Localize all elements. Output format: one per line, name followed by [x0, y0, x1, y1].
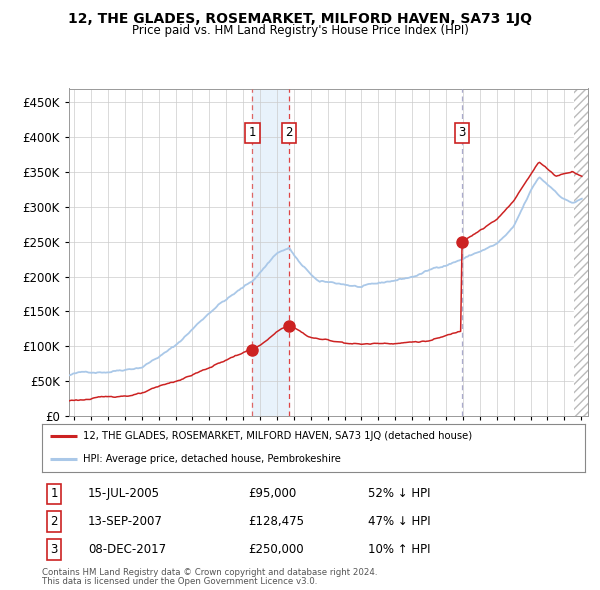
Text: 15-JUL-2005: 15-JUL-2005: [88, 487, 160, 500]
Text: This data is licensed under the Open Government Licence v3.0.: This data is licensed under the Open Gov…: [42, 577, 317, 586]
Text: 1: 1: [248, 126, 256, 139]
Text: 3: 3: [50, 543, 58, 556]
Text: 3: 3: [458, 126, 466, 139]
Bar: [252, 88, 289, 416]
Bar: [574, 88, 588, 416]
Text: 13-SEP-2007: 13-SEP-2007: [88, 515, 163, 528]
Text: 12, THE GLADES, ROSEMARKET, MILFORD HAVEN, SA73 1JQ (detached house): 12, THE GLADES, ROSEMARKET, MILFORD HAVE…: [83, 431, 472, 441]
Text: 2: 2: [50, 515, 58, 528]
Text: 10% ↑ HPI: 10% ↑ HPI: [368, 543, 430, 556]
Text: 08-DEC-2017: 08-DEC-2017: [88, 543, 166, 556]
Text: £128,475: £128,475: [248, 515, 304, 528]
Bar: [574, 88, 588, 416]
Text: 52% ↓ HPI: 52% ↓ HPI: [368, 487, 430, 500]
Text: Price paid vs. HM Land Registry's House Price Index (HPI): Price paid vs. HM Land Registry's House …: [131, 24, 469, 37]
Text: £95,000: £95,000: [248, 487, 296, 500]
Text: Contains HM Land Registry data © Crown copyright and database right 2024.: Contains HM Land Registry data © Crown c…: [42, 568, 377, 576]
Text: 12, THE GLADES, ROSEMARKET, MILFORD HAVEN, SA73 1JQ: 12, THE GLADES, ROSEMARKET, MILFORD HAVE…: [68, 12, 532, 26]
Text: HPI: Average price, detached house, Pembrokeshire: HPI: Average price, detached house, Pemb…: [83, 454, 341, 464]
Text: 1: 1: [50, 487, 58, 500]
Text: 47% ↓ HPI: 47% ↓ HPI: [368, 515, 430, 528]
Text: 2: 2: [285, 126, 293, 139]
Text: £250,000: £250,000: [248, 543, 304, 556]
